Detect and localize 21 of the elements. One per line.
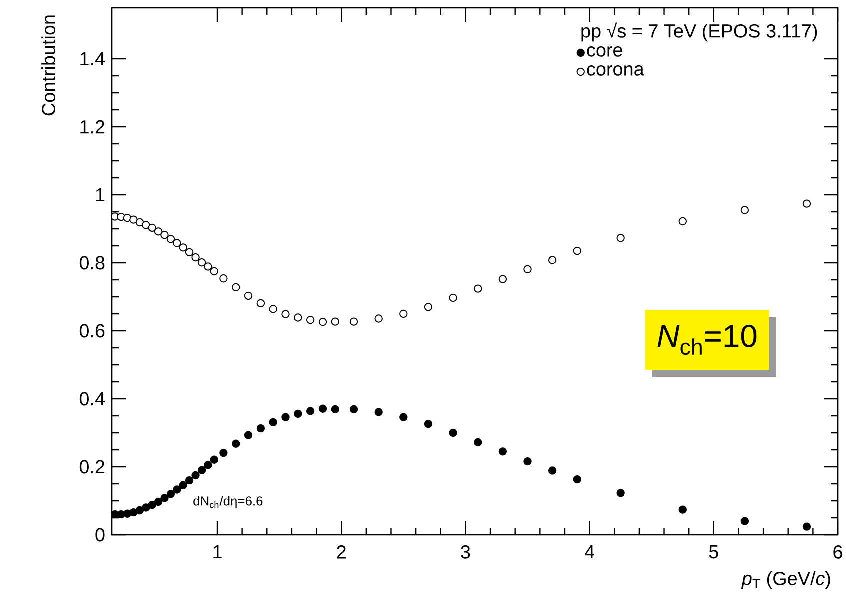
legend-title: pp √s = 7 TeV (EPOS 3.117) — [582, 22, 818, 42]
y-tick-label: 0.2 — [80, 460, 105, 474]
y-tick-label: 0.8 — [80, 256, 105, 270]
x-tick-label: 2 — [337, 545, 346, 559]
x-axis-title: p$_{T}$ (GeV/c) — [741, 571, 830, 590]
y-axis-title: Contribution — [42, 16, 56, 116]
x-tick-label: 4 — [584, 546, 595, 559]
x-tick-label: 5 — [709, 546, 718, 559]
annotation: dN$_{ch}$/dη=6.6 — [194, 496, 263, 508]
x-tick-label: 3 — [461, 545, 470, 559]
y-tick-label: 0 — [96, 528, 105, 542]
x-tick-label: 1 — [214, 546, 222, 559]
x-tick-label: 6 — [834, 545, 842, 559]
y-tick-label: 1.4 — [80, 52, 105, 66]
y-tick-label: 1.2 — [80, 120, 105, 134]
y-tick-label: 1 — [96, 188, 105, 202]
legend-label: corona — [587, 66, 644, 76]
annotation: N$_{ch}$=10 — [658, 324, 757, 356]
legend-label: core — [587, 46, 622, 57]
y-tick-label: 0.6 — [80, 324, 105, 338]
y-tick-label: 0.4 — [80, 392, 105, 406]
